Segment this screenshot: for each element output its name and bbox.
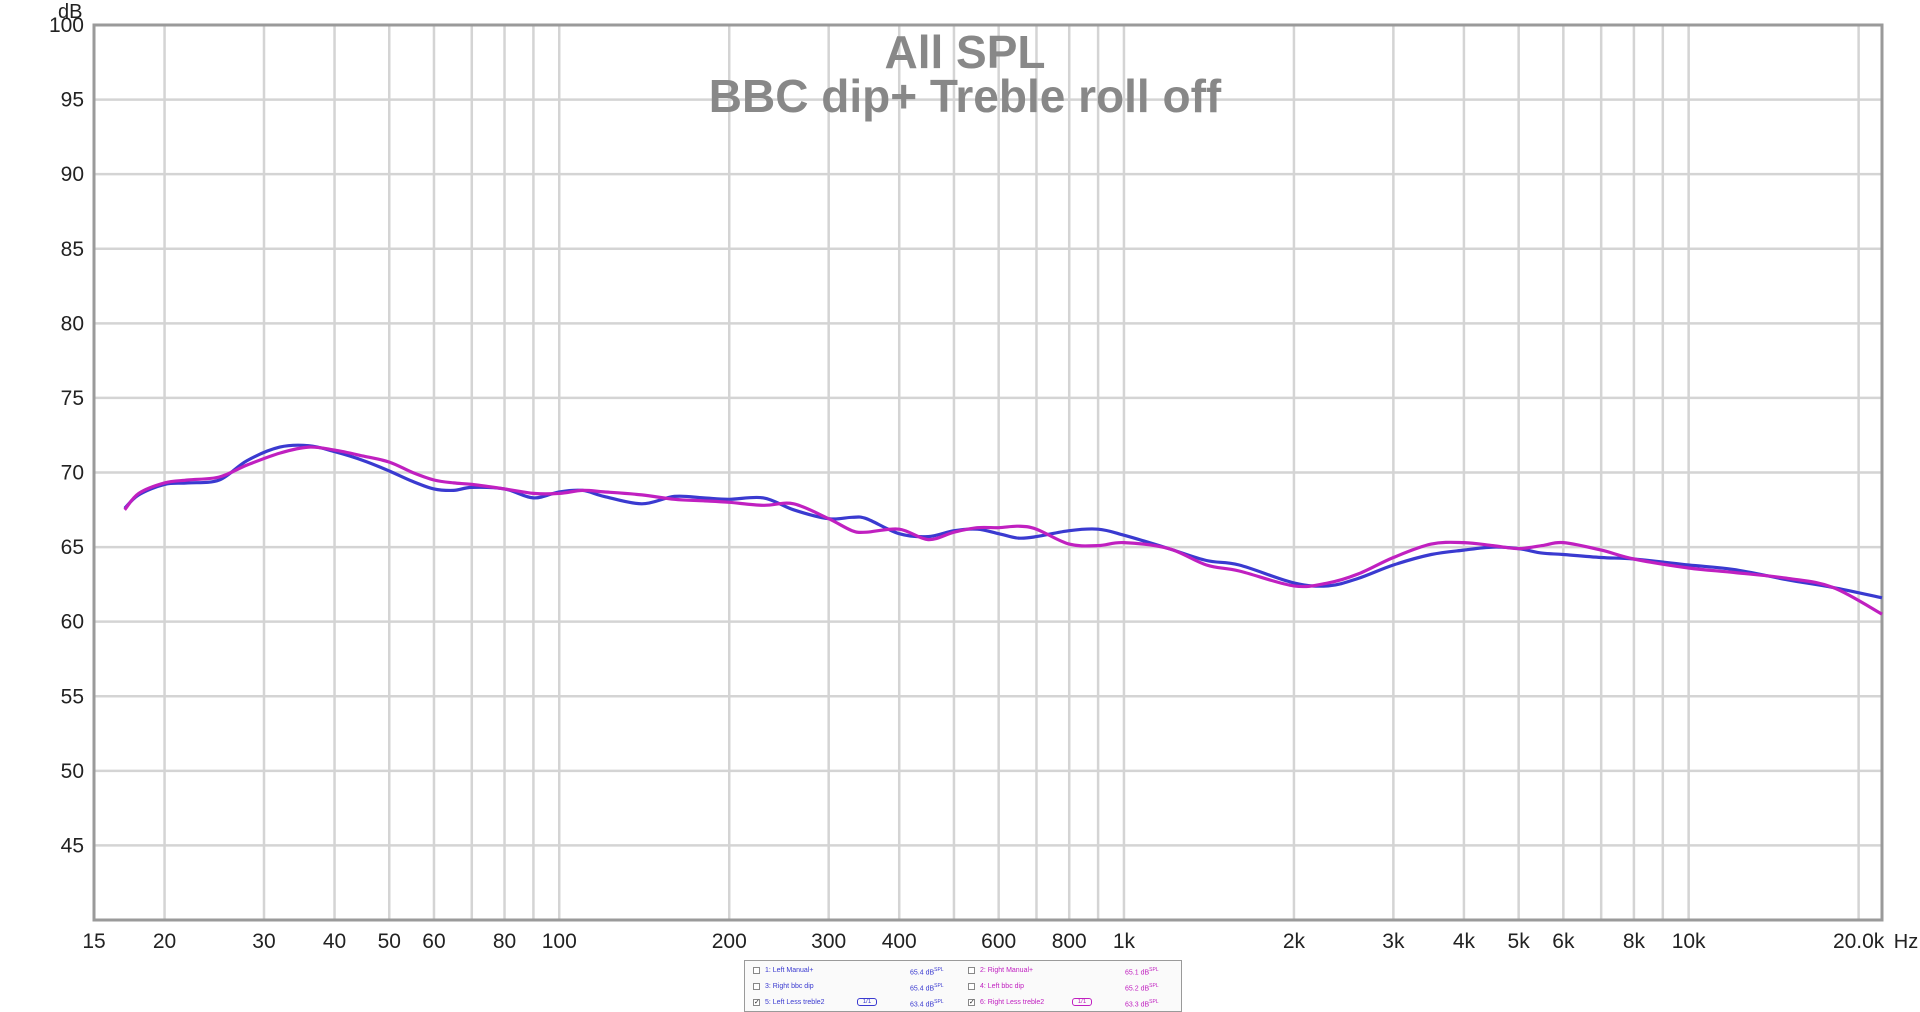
legend-item: ✓ 6: Right Less treble2 1/1 63.3 dBSPL [960, 995, 1175, 1010]
y-tick-label: 45 [61, 834, 84, 857]
x-tick-label: 50 [378, 930, 401, 953]
x-tick-label: 600 [981, 930, 1016, 953]
legend-item: 3: Right bbc dip 65.4 dBSPL [745, 979, 960, 994]
legend-label: 2: Right Manual+ [980, 967, 1034, 974]
x-axis-unit: Hz [1894, 931, 1918, 953]
legend-item: 4: Left bbc dip 65.2 dBSPL [960, 979, 1175, 994]
x-tick-label: 80 [493, 930, 516, 953]
x-tick-label: 60 [422, 930, 445, 953]
legend-value: 65.4 dBSPL [910, 967, 944, 977]
x-tick-label: 30 [252, 930, 275, 953]
y-tick-label: 95 [61, 89, 84, 112]
legend-checkbox[interactable] [968, 967, 975, 974]
y-tick-label: 50 [61, 760, 84, 783]
legend-row: 3: Right bbc dip 65.4 dBSPL 4: Left bbc di… [745, 979, 1181, 994]
legend-label: 6: Right Less treble2 [980, 999, 1045, 1006]
x-tick-label: 4k [1453, 930, 1476, 953]
x-tick-label: 10k [1672, 930, 1706, 953]
legend-value: 65.4 dBSPL [910, 983, 944, 993]
y-tick-label: 65 [61, 536, 84, 559]
series-lines [123, 443, 1883, 616]
y-tick-label: 55 [61, 685, 84, 708]
legend-checkbox[interactable]: ✓ [968, 999, 975, 1006]
legend-checkbox[interactable]: ✓ [753, 999, 760, 1006]
legend-checkbox[interactable] [968, 983, 975, 990]
legend-value: 63.4 dBSPL [910, 999, 944, 1009]
legend-label: 4: Left bbc dip [980, 983, 1024, 990]
plot-frame [92, 23, 1884, 922]
x-tick-label: 100 [542, 930, 577, 953]
legend-value-unit: SPL [934, 983, 944, 989]
x-tick-label: 8k [1623, 930, 1646, 953]
legend-value-unit: SPL [934, 967, 944, 973]
chart-subtitle: BBC dip+ Treble roll off [709, 70, 1222, 122]
x-tick-label: 300 [811, 930, 846, 953]
legend-smoothing-icon[interactable]: 1/1 [857, 998, 877, 1006]
y-axis: 45 50 55 60 65 70 75 80 85 90 95 100 [49, 14, 84, 857]
y-tick-label: 75 [61, 387, 84, 410]
legend-row: ✓ 5: Left Less treble2 1/1 63.4 dBSPL ✓ 6: Ri… [745, 995, 1181, 1010]
y-tick-label: 60 [61, 611, 84, 634]
legend-label: 5: Left Less treble2 [765, 999, 825, 1006]
legend-label: 1: Left Manual+ [765, 967, 814, 974]
legend-value-unit: SPL [1149, 983, 1159, 989]
y-tick-label: 80 [61, 312, 84, 335]
x-tick-label: 3k [1382, 930, 1405, 953]
series-line-2 [123, 445, 1883, 616]
legend-smoothing-icon[interactable]: 1/1 [1072, 998, 1092, 1006]
x-tick-label: 5k [1508, 930, 1531, 953]
grid [94, 23, 1882, 920]
legend-checkbox[interactable] [753, 967, 760, 974]
x-axis: 15 20 30 40 50 60 80 100 200 300 400 600 800 1k 2k 3k 4k… [82, 930, 1884, 953]
y-tick-label: 85 [61, 238, 84, 261]
legend-item: 1: Left Manual+ 65.4 dBSPL [745, 963, 960, 978]
legend-value: 63.3 dBSPL [1125, 999, 1159, 1009]
y-tick-label: 100 [49, 14, 84, 37]
x-tick-label: 20 [153, 930, 176, 953]
x-tick-label: 15 [82, 930, 105, 953]
x-tick-label: 6k [1552, 930, 1575, 953]
x-tick-label: 800 [1052, 930, 1087, 953]
legend-value-unit: SPL [1149, 999, 1159, 1005]
x-tick-label: 40 [323, 930, 346, 953]
x-tick-label: 1k [1113, 930, 1136, 953]
legend-item: 2: Right Manual+ 65.1 dBSPL [960, 963, 1175, 978]
legend-value: 65.2 dBSPL [1125, 983, 1159, 993]
legend-label: 3: Right bbc dip [765, 983, 814, 990]
legend-value: 65.1 dBSPL [1125, 967, 1159, 977]
legend-checkbox[interactable] [753, 983, 760, 990]
y-axis-unit: dB [58, 1, 82, 23]
legend-value-unit: SPL [1149, 967, 1159, 973]
x-tick-label: 200 [712, 930, 747, 953]
legend-value-unit: SPL [934, 999, 944, 1005]
y-tick-label: 70 [61, 462, 84, 485]
x-tick-label: 2k [1283, 930, 1306, 953]
x-tick-label: 400 [882, 930, 917, 953]
y-tick-label: 90 [61, 163, 84, 186]
chart-title: All SPL [884, 26, 1045, 78]
legend-item: ✓ 5: Left Less treble2 1/1 63.4 dBSPL [745, 995, 960, 1010]
x-tick-label: 20.0k [1833, 930, 1885, 953]
legend: 1: Left Manual+ 65.4 dBSPL 2: Right Manual… [744, 960, 1182, 1012]
legend-row: 1: Left Manual+ 65.4 dBSPL 2: Right Manual… [745, 963, 1181, 978]
